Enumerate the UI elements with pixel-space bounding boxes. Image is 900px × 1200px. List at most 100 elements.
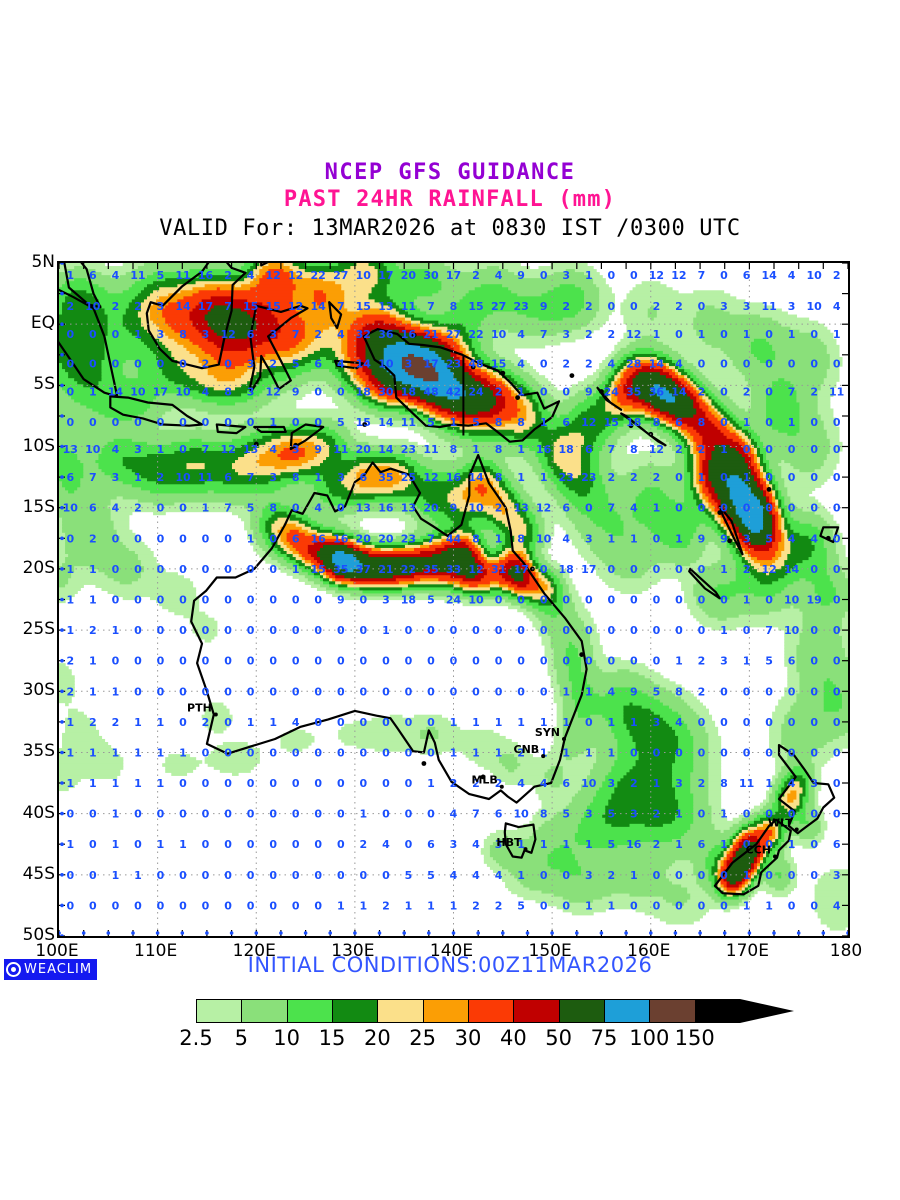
colorbar-cell-2.5[interactable] [196, 999, 242, 1023]
grid-value: 21 [423, 328, 438, 341]
grid-value: 0 [810, 808, 818, 821]
grid-value: 3 [585, 869, 593, 882]
grid-value: 6 [89, 269, 97, 282]
grid-value: 7 [427, 532, 435, 545]
grid-value: 19 [807, 594, 822, 607]
grid-value: 1 [585, 747, 593, 760]
grid-value: 0 [720, 869, 728, 882]
grid-value: 0 [788, 502, 796, 515]
grid-value: 4 [833, 899, 841, 912]
grid-value: 0 [89, 416, 97, 429]
grid-value: 0 [653, 624, 661, 637]
grid-value: 0 [337, 869, 345, 882]
grid-value: 1 [134, 471, 142, 484]
grid-value: 0 [765, 386, 773, 399]
grid-value: 35 [333, 563, 348, 576]
grid-value: 2 [653, 300, 661, 313]
grid-value: 0 [630, 594, 638, 607]
colorbar-cell-5[interactable] [241, 999, 287, 1023]
grid-value: 3 [585, 532, 593, 545]
grid-value: 1 [202, 502, 210, 515]
grid-value: 0 [269, 869, 277, 882]
grid-value: 12 [220, 328, 235, 341]
weaclim-logo-badge[interactable]: WEACLIM [4, 959, 98, 980]
colorbar-cell-25[interactable] [422, 999, 468, 1023]
colorbar-cell-20[interactable] [377, 999, 423, 1023]
grid-value: 0 [359, 716, 367, 729]
grid-value: 25 [401, 471, 416, 484]
grid-value: 1 [540, 471, 548, 484]
grid-value: 2 [698, 443, 706, 456]
grid-value: 4 [112, 502, 120, 515]
x-tick-110E: 110E [134, 941, 178, 961]
grid-value: 2 [134, 300, 142, 313]
colorbar-cell-30[interactable] [467, 999, 514, 1023]
y-tick-20S: 20S [22, 557, 55, 578]
grid-value: 18 [401, 386, 416, 399]
grid-value: 0 [179, 443, 187, 456]
rainfall-map-plot[interactable]: 1 6 4 11 5 11 16 2 4 12 12 22 27 10 17 20 30 17 2 4 9 0 3 1 0 0 12… [57, 261, 850, 938]
grid-value: 1 [450, 747, 458, 760]
colorbar-cell-100[interactable] [649, 999, 695, 1023]
colorbar-cell-40[interactable] [513, 999, 559, 1023]
grid-value: 0 [269, 899, 277, 912]
island-dot-14 [515, 395, 520, 400]
colorbar-cell-10[interactable] [286, 999, 332, 1023]
grid-value: 16 [311, 532, 327, 545]
title-block: NCEP GFS GUIDANCE PAST 24HR RAINFALL (mm… [0, 160, 900, 244]
grid-value: 0 [698, 624, 706, 637]
grid-value: 1 [833, 328, 841, 341]
grid-value: 9 [314, 443, 322, 456]
grid-value: 0 [720, 594, 728, 607]
colorbar-cell-50[interactable] [558, 999, 604, 1023]
grid-value: 0 [157, 416, 165, 429]
city-markers: PTH SYN CNB MLB HBT WLT CCH [187, 702, 799, 859]
grid-value: 0 [743, 443, 751, 456]
colorbar[interactable] [196, 999, 740, 1023]
grid-value: 2 [89, 532, 97, 545]
colorbar-under-arrow [142, 999, 196, 1023]
grid-value: 0 [833, 416, 841, 429]
grid-value: 0 [66, 532, 74, 545]
colorbar-label-100: 100 [629, 1026, 670, 1050]
grid-value: 8 [450, 443, 458, 456]
grid-value: 14 [468, 471, 484, 484]
grid-value: 4 [788, 269, 796, 282]
grid-value: 1 [698, 328, 706, 341]
grid-value: 0 [134, 838, 142, 851]
grid-value: 11 [401, 416, 416, 429]
grid-value: 6 [359, 471, 367, 484]
grid-value: 1 [517, 386, 525, 399]
colorbar-cell-75[interactable] [603, 999, 650, 1023]
grid-value: 4 [292, 716, 300, 729]
x-tick-140E: 140E [429, 941, 474, 961]
grid-value: 5 [405, 869, 413, 882]
grid-value: 30 [378, 386, 394, 399]
coastline-malaypen [63, 263, 102, 309]
grid-value: 4 [810, 532, 818, 545]
grid-value: 0 [157, 808, 165, 821]
grid-value: 0 [224, 899, 232, 912]
grid-value: 9 [540, 300, 548, 313]
grid-value: 0 [224, 869, 232, 882]
grid-value: 3 [495, 838, 503, 851]
grid-value: 10 [130, 386, 146, 399]
colorbar-cell-150[interactable] [694, 999, 740, 1023]
grid-value: 0 [720, 416, 728, 429]
grid-value: 15 [243, 300, 258, 313]
grid-value: 1 [134, 747, 142, 760]
grid-value: 0 [495, 624, 503, 637]
grid-value: 0 [359, 777, 367, 790]
grid-value: 0 [472, 655, 480, 668]
colorbar-cell-15[interactable] [331, 999, 378, 1023]
grid-value: 1 [788, 416, 796, 429]
grid-value: 0 [157, 624, 165, 637]
grid-value: 2 [314, 328, 322, 341]
grid-value: 8 [450, 300, 458, 313]
grid-value: 0 [585, 502, 593, 515]
grid-value: 2 [653, 808, 661, 821]
grid-value: 0 [495, 685, 503, 698]
grid-value: 5 [472, 416, 480, 429]
coastline-timor [289, 423, 325, 451]
grid-value: 3 [247, 357, 255, 370]
